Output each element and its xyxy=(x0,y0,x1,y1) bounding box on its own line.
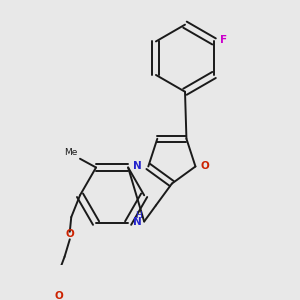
Text: O: O xyxy=(54,291,63,300)
Text: F: F xyxy=(220,35,228,45)
Text: N: N xyxy=(133,217,142,226)
Text: H: H xyxy=(135,211,142,220)
Text: Me: Me xyxy=(64,148,78,157)
Text: O: O xyxy=(65,229,74,239)
Text: O: O xyxy=(201,161,209,172)
Text: N: N xyxy=(133,161,142,172)
